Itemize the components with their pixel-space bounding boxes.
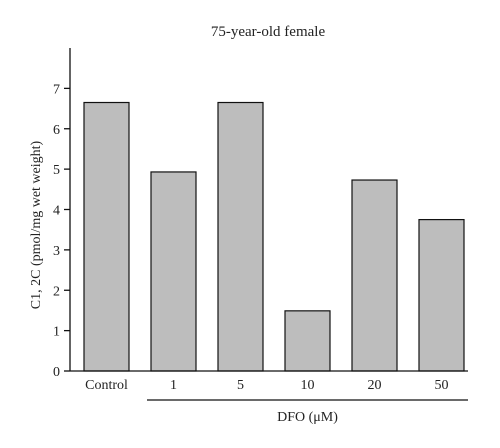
- bar-1: [150, 171, 197, 372]
- x-tick-label: Control: [85, 378, 128, 393]
- y-tick-label: 6: [53, 123, 60, 138]
- bar-20: [351, 179, 398, 372]
- x-axis-group-label: DFO (μM): [277, 410, 338, 425]
- y-tick-label: 4: [53, 204, 60, 219]
- y-tick-label: 3: [53, 244, 60, 259]
- bar-5: [217, 101, 264, 372]
- x-axis-tick-labels: Control 1 5 10 20 50: [85, 378, 448, 393]
- x-tick-label: 10: [301, 378, 315, 393]
- y-tick-label: 5: [53, 163, 60, 178]
- y-tick-label: 1: [53, 325, 60, 340]
- bar-50: [418, 218, 465, 372]
- y-tick-label: 2: [53, 284, 60, 299]
- x-tick-label: 50: [435, 378, 449, 393]
- bars: [83, 101, 465, 372]
- y-axis: 0 1 2 3 4 5 6 7: [53, 82, 70, 380]
- x-tick-label: 20: [368, 378, 382, 393]
- y-tick-label: 0: [53, 365, 60, 380]
- bar-10: [284, 310, 331, 372]
- y-tick-label: 7: [53, 82, 60, 97]
- x-tick-label: 1: [170, 378, 177, 393]
- bar-control: [83, 101, 130, 372]
- y-axis-label: C1, 2C (pmol/mg wet weight): [29, 140, 44, 309]
- chart-title: 75-year-old female: [211, 24, 326, 40]
- x-tick-label: 5: [237, 378, 244, 393]
